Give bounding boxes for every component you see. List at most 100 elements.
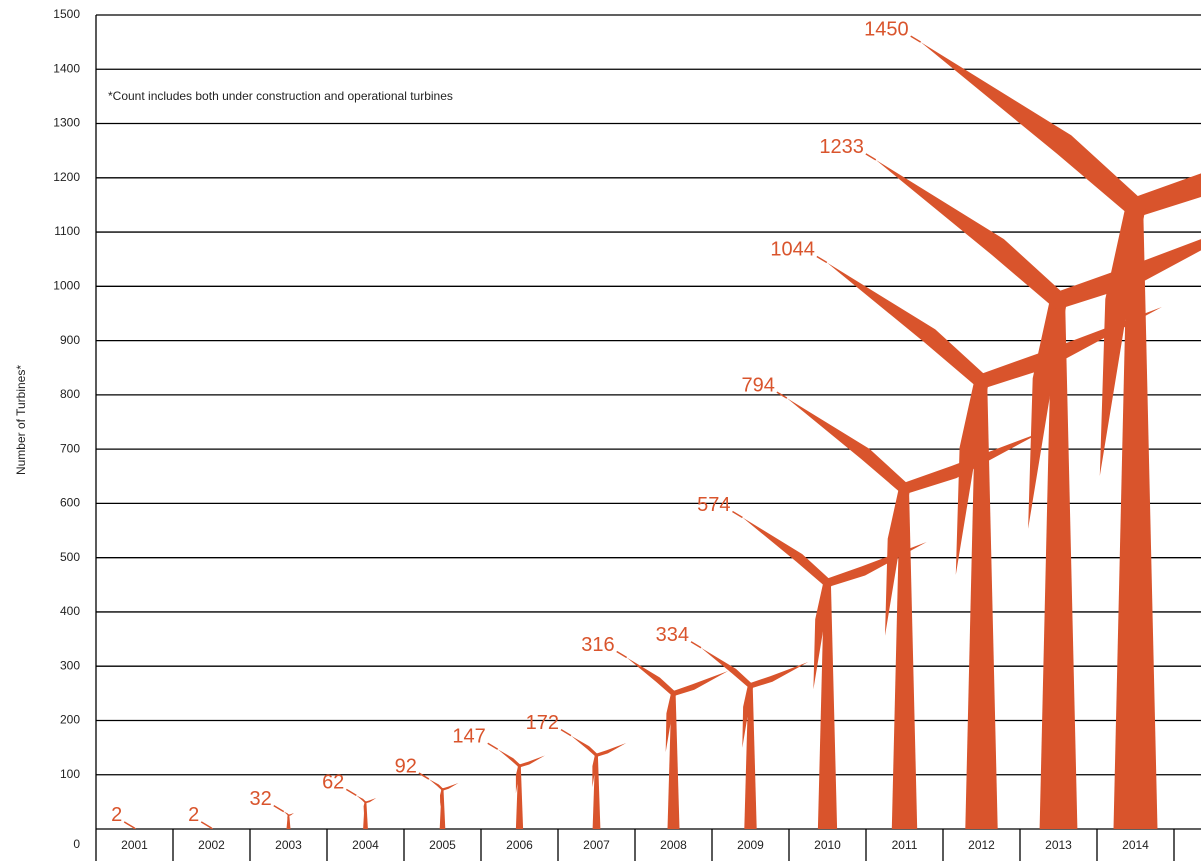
y-tick-label: 500: [60, 550, 80, 564]
y-tick-label: 300: [60, 658, 80, 672]
value-label: 147: [452, 726, 485, 748]
blade: [742, 685, 754, 748]
hub: [1049, 291, 1068, 310]
x-tick-label: 2002: [198, 838, 225, 852]
blade: [1099, 206, 1146, 476]
value-label: 316: [581, 634, 614, 656]
blade: [571, 735, 598, 757]
blade: [440, 789, 444, 807]
blade: [955, 380, 989, 575]
label-leader: [865, 153, 877, 161]
value-label: 1450: [864, 18, 909, 40]
x-tick-label: 2012: [968, 838, 995, 852]
value-label: 62: [322, 772, 344, 794]
x-tick-label: 2010: [814, 838, 841, 852]
tower: [1113, 207, 1158, 829]
hub: [898, 482, 911, 495]
label-leader: [776, 391, 788, 399]
blade: [442, 783, 459, 791]
y-axis-label: Number of Turbines*: [14, 365, 28, 475]
y-tick-label: 1400: [53, 61, 80, 75]
label-leader: [345, 788, 357, 796]
label-leader: [487, 742, 499, 750]
blade: [920, 42, 1142, 216]
blade: [288, 813, 294, 816]
blade: [595, 743, 627, 757]
value-label: 794: [741, 374, 774, 396]
y-tick-label: 600: [60, 496, 80, 510]
tower: [817, 582, 838, 829]
y-tick-label: 800: [60, 387, 80, 401]
blade: [1131, 173, 1201, 217]
label-leader: [816, 255, 828, 264]
blade: [592, 755, 599, 788]
label-leader: [910, 35, 922, 43]
blade: [701, 647, 753, 688]
y-tick-label: 0: [73, 837, 80, 851]
blade: [356, 795, 367, 804]
value-label: 574: [697, 494, 730, 516]
tower: [667, 693, 680, 829]
x-tick-label: 2013: [1045, 838, 1072, 852]
x-tick-label: 2001: [121, 838, 148, 852]
turbine: [626, 657, 729, 829]
y-tick-label: 900: [60, 333, 80, 347]
blade: [283, 811, 289, 816]
blade: [665, 693, 676, 753]
label-leader: [616, 650, 628, 659]
blade: [515, 765, 521, 794]
blade: [885, 487, 911, 636]
blade: [365, 798, 377, 804]
hub: [747, 682, 754, 689]
turbine: [920, 42, 1201, 829]
blade: [1028, 299, 1067, 529]
hub: [822, 578, 833, 588]
value-label: 1233: [819, 136, 864, 158]
turbine: [356, 795, 377, 829]
label-leader: [560, 729, 572, 737]
hub: [973, 373, 990, 390]
hub: [1125, 197, 1146, 218]
turbine: [701, 647, 809, 829]
turbine: [283, 811, 294, 829]
y-tick-label: 1500: [53, 7, 80, 21]
hub: [517, 764, 522, 768]
tower: [1039, 300, 1078, 829]
x-tick-label: 2008: [660, 838, 687, 852]
label-leader: [690, 641, 702, 649]
blade: [287, 815, 290, 822]
y-tick-label: 700: [60, 441, 80, 455]
tower: [891, 488, 918, 829]
tower: [744, 685, 757, 829]
label-leader: [732, 510, 743, 519]
blade: [497, 749, 521, 768]
y-tick-label: 1200: [53, 170, 80, 184]
hub: [287, 814, 290, 817]
y-tick-label: 1300: [53, 116, 80, 130]
x-tick-label: 2003: [275, 838, 302, 852]
blade: [742, 517, 831, 587]
label-leader: [273, 804, 285, 813]
hub: [441, 788, 444, 791]
value-label: 32: [250, 788, 272, 810]
value-label: 334: [656, 624, 689, 646]
x-tick-label: 2009: [737, 838, 764, 852]
turbine: [497, 749, 545, 829]
hub: [364, 801, 367, 804]
x-tick-label: 2014: [1122, 838, 1149, 852]
label-leader: [418, 772, 430, 780]
blade: [363, 802, 367, 814]
x-tick-label: 2005: [429, 838, 456, 852]
blade: [875, 159, 1064, 308]
value-label: 1044: [770, 239, 815, 261]
turbine: [571, 735, 627, 829]
hub: [670, 690, 677, 697]
turbine: [428, 779, 459, 829]
blade: [826, 262, 986, 388]
label-leader: [200, 821, 212, 829]
value-label: 92: [395, 755, 417, 777]
blade: [813, 582, 832, 690]
blade: [825, 542, 927, 587]
blade: [749, 662, 809, 689]
